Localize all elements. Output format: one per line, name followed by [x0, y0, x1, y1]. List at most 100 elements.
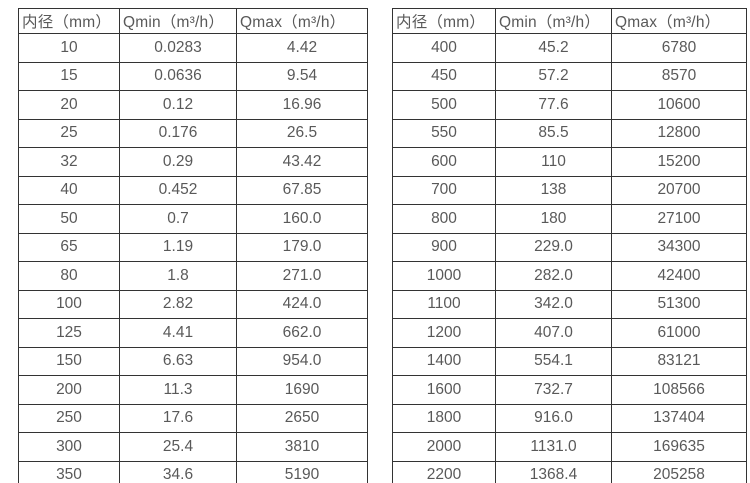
table-cell: 20: [18, 90, 120, 120]
table-cell: 61000: [611, 318, 747, 348]
table-row: 350 34.6 5190: [18, 460, 368, 483]
table-cell: 1368.4: [495, 460, 612, 483]
table-cell: 17.6: [119, 403, 237, 433]
table-cell: 150: [18, 346, 120, 376]
table-row: 450 57.2 8570: [392, 61, 747, 91]
table-cell: 732.7: [495, 375, 612, 405]
table-cell: 2.82: [119, 289, 237, 319]
table-row: 65 1.19 179.0: [18, 232, 368, 262]
table-cell: 350: [18, 460, 120, 483]
table-cell: 400: [392, 33, 496, 63]
table-cell: 5190: [236, 460, 368, 483]
table-cell: 12800: [611, 118, 747, 148]
column-header: 内径（mm）: [392, 8, 496, 34]
table-cell: 45.2: [495, 33, 612, 63]
table-cell: 300: [18, 432, 120, 462]
table-cell: 2000: [392, 432, 496, 462]
table-cell: 67.85: [236, 175, 368, 205]
table-cell: 271.0: [236, 261, 368, 291]
table-cell: 229.0: [495, 232, 612, 262]
table-cell: 43.42: [236, 147, 368, 177]
table-cell: 250: [18, 403, 120, 433]
table-cell: 110: [495, 147, 612, 177]
table-cell: 600: [392, 147, 496, 177]
table-cell: 916.0: [495, 403, 612, 433]
table-cell: 0.452: [119, 175, 237, 205]
table-cell: 0.12: [119, 90, 237, 120]
table-cell: 342.0: [495, 289, 612, 319]
table-cell: 282.0: [495, 261, 612, 291]
table-row: 125 4.41 662.0: [18, 318, 368, 348]
table-cell: 40: [18, 175, 120, 205]
table-row: 32 0.29 43.42: [18, 147, 368, 177]
table-cell: 100: [18, 289, 120, 319]
table-cell: 200: [18, 375, 120, 405]
table-cell: 954.0: [236, 346, 368, 376]
table-cell: 554.1: [495, 346, 612, 376]
table-row: 1800 916.0 137404: [392, 403, 747, 433]
table-row: 400 45.2 6780: [392, 33, 747, 63]
table-cell: 34.6: [119, 460, 237, 483]
table-cell: 662.0: [236, 318, 368, 348]
table-cell: 1100: [392, 289, 496, 319]
table-cell: 108566: [611, 375, 747, 405]
table-cell: 138: [495, 175, 612, 205]
table-cell: 80: [18, 261, 120, 291]
table-row: 40 0.452 67.85: [18, 175, 368, 205]
table-cell: 700: [392, 175, 496, 205]
table-cell: 3810: [236, 432, 368, 462]
table-cell: 0.0283: [119, 33, 237, 63]
table-cell: 9.54: [236, 61, 368, 91]
table-cell: 1000: [392, 261, 496, 291]
table-cell: 57.2: [495, 61, 612, 91]
table-cell: 1.8: [119, 261, 237, 291]
table-cell: 1690: [236, 375, 368, 405]
table-cell: 169635: [611, 432, 747, 462]
table-cell: 26.5: [236, 118, 368, 148]
table-cell: 0.7: [119, 204, 237, 234]
table-cell: 179.0: [236, 232, 368, 262]
header-row: 内径（mm） Qmin（m³/h） Qmax（m³/h）: [18, 8, 368, 34]
table-cell: 10600: [611, 90, 747, 120]
table-cell: 65: [18, 232, 120, 262]
column-header: Qmin（m³/h）: [119, 8, 237, 34]
table-cell: 205258: [611, 460, 747, 483]
table-cell: 500: [392, 90, 496, 120]
table-row: 20 0.12 16.96: [18, 90, 368, 120]
flow-table-large-diameters: 内径（mm） Qmin（m³/h） Qmax（m³/h） 400 45.2 6780 450…: [392, 8, 747, 483]
table-cell: 1131.0: [495, 432, 612, 462]
table-cell: 1800: [392, 403, 496, 433]
header-row: 内径（mm） Qmin（m³/h） Qmax（m³/h）: [392, 8, 747, 34]
table-cell: 8570: [611, 61, 747, 91]
table-cell: 6.63: [119, 346, 237, 376]
flow-table-small-diameters: 内径（mm） Qmin（m³/h） Qmax（m³/h） 10 0.0283 4.42 15…: [18, 8, 368, 483]
column-header: Qmax（m³/h）: [611, 8, 747, 34]
table-cell: 51300: [611, 289, 747, 319]
table-cell: 15200: [611, 147, 747, 177]
table-cell: 2650: [236, 403, 368, 433]
table-cell: 160.0: [236, 204, 368, 234]
table-cell: 1400: [392, 346, 496, 376]
table-row: 200 11.3 1690: [18, 375, 368, 405]
table-cell: 4.42: [236, 33, 368, 63]
table-cell: 137404: [611, 403, 747, 433]
table-cell: 20700: [611, 175, 747, 205]
table-row: 500 77.6 10600: [392, 90, 747, 120]
table-row: 300 25.4 3810: [18, 432, 368, 462]
table-row: 10 0.0283 4.42: [18, 33, 368, 63]
table-cell: 424.0: [236, 289, 368, 319]
table-cell: 4.41: [119, 318, 237, 348]
table-row: 800 180 27100: [392, 204, 747, 234]
column-header: Qmin（m³/h）: [495, 8, 612, 34]
table-cell: 0.0636: [119, 61, 237, 91]
table-row: 700 138 20700: [392, 175, 747, 205]
table-cell: 800: [392, 204, 496, 234]
table-row: 1100 342.0 51300: [392, 289, 747, 319]
table-row: 150 6.63 954.0: [18, 346, 368, 376]
table-cell: 34300: [611, 232, 747, 262]
table-cell: 15: [18, 61, 120, 91]
table-row: 15 0.0636 9.54: [18, 61, 368, 91]
table-row: 50 0.7 160.0: [18, 204, 368, 234]
table-row: 1200 407.0 61000: [392, 318, 747, 348]
table-cell: 450: [392, 61, 496, 91]
